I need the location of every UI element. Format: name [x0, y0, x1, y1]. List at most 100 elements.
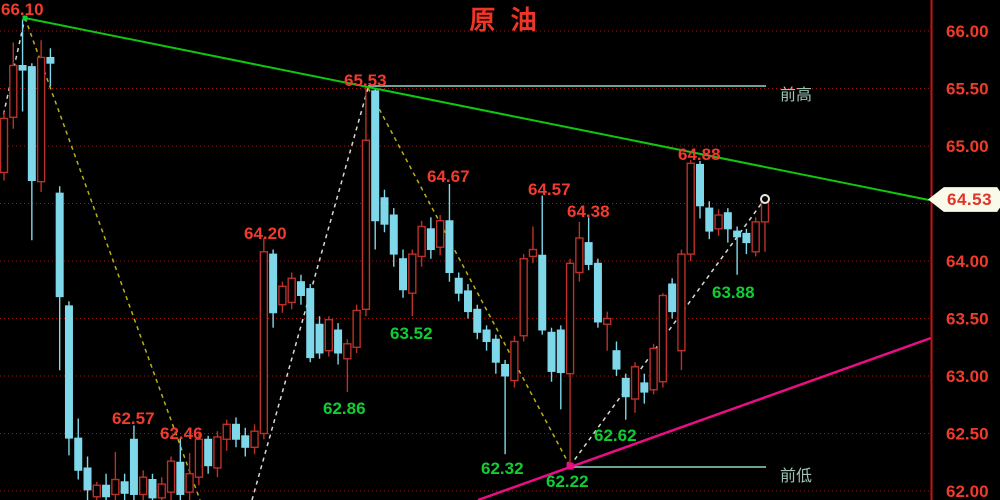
candle-body-up [714, 214, 723, 230]
chart-title: 原 油 [469, 5, 541, 35]
axis-tick-label: 62.50 [946, 425, 989, 444]
candle-body-down [547, 331, 556, 372]
candle-body-down [74, 437, 83, 471]
candle-body-down [454, 277, 463, 294]
pivot-label-low: 62.32 [481, 459, 524, 478]
candle-body-down [399, 258, 408, 291]
axis-tick-label: 66.00 [946, 22, 989, 41]
candle-body-down [27, 66, 36, 181]
candle-body-down [55, 192, 64, 298]
candle-body-down [380, 197, 389, 225]
candle-body-up [111, 478, 120, 496]
candle-body-up [519, 258, 528, 337]
pivot-label-high: 66.10 [1, 0, 44, 19]
pivot-label-low: 62.86 [323, 399, 366, 418]
candle-body-up [157, 483, 166, 499]
candle-body-down [640, 382, 649, 393]
candle-body-down [204, 438, 213, 467]
candle-body-down [621, 377, 630, 398]
candle-body-down [556, 329, 565, 374]
candle-body-up [417, 225, 426, 258]
candle-body-up [324, 318, 333, 352]
candle-body-down [102, 484, 111, 498]
candle-body-up [166, 460, 176, 493]
candle-body-up [408, 253, 417, 294]
candle-body-up [630, 366, 640, 400]
candle-body-down [491, 338, 500, 363]
candle-body-down [371, 90, 380, 222]
pivot-label-low: 63.52 [390, 324, 433, 343]
candle-body-down [296, 281, 305, 297]
candle-body-up [250, 430, 259, 449]
pivot-label-high: 64.57 [528, 180, 571, 199]
candle-body-up [185, 473, 194, 493]
candle-body-down [241, 435, 250, 448]
candle-body-up [278, 285, 287, 306]
candle-body-down [176, 461, 185, 495]
candle-body-down [64, 305, 73, 439]
current-price-tag: 64.53 [928, 187, 1000, 212]
candle-body-down [538, 254, 547, 331]
candle-body-up [603, 317, 612, 325]
candle-body-down [733, 230, 742, 238]
candle-body-down [269, 253, 278, 314]
candle-body-up [751, 221, 760, 253]
pivot-label-high: 64.88 [678, 145, 721, 164]
trendline-anchor-marker [566, 462, 574, 470]
candle-body-down [482, 329, 491, 342]
pivot-label-high: 64.20 [244, 224, 287, 243]
candle-body-up [649, 347, 658, 391]
candle-body-down [334, 329, 343, 354]
candle-body-down [18, 65, 27, 71]
candle-body-down [445, 220, 454, 273]
candle-body-up [575, 237, 584, 274]
axis-tick-label: 65.00 [946, 137, 989, 156]
zigzag-up-to-64.53 [569, 199, 765, 467]
candle-body-down [593, 262, 602, 323]
current-price-value: 64.53 [947, 190, 993, 209]
pivot-label-high: 64.67 [427, 167, 470, 186]
candle-body-down [473, 308, 482, 333]
candle-body-up [352, 309, 361, 348]
peak-marker [22, 15, 28, 21]
pivot-label-high: 62.46 [160, 424, 203, 443]
pivot-label-low: 62.62 [594, 426, 637, 445]
pivot-label-high: 65.53 [344, 71, 387, 90]
candle-body-up [565, 262, 575, 375]
pivot-label-high: 62.57 [112, 409, 155, 428]
candle-body-down [306, 288, 315, 359]
candle-body-down [315, 323, 324, 354]
current-high-marker [760, 194, 770, 204]
candle-body-down [232, 423, 240, 440]
candle-body-up [287, 277, 296, 304]
candle-body-up [528, 248, 538, 258]
candle-body-down [501, 364, 510, 377]
candle-body-up [343, 343, 352, 360]
candle-body-up [9, 64, 18, 118]
candle-body-up [435, 220, 445, 248]
candle-body-up [677, 253, 686, 352]
candle-body-down [705, 207, 714, 232]
candle-body-down [120, 481, 129, 494]
candle-body-down [426, 228, 435, 251]
candle-body-up [36, 56, 46, 183]
candle-body-down [742, 232, 751, 244]
candle-body-down [129, 438, 138, 495]
candle-body-up [361, 139, 371, 311]
candle-body-up [92, 484, 102, 498]
pivot-label-low: 63.88 [712, 283, 755, 302]
candle-body-down [584, 242, 593, 265]
candle-body-up [686, 162, 695, 255]
zigzag-down-from-66.10 [24, 17, 201, 500]
candle-body-down [696, 163, 704, 207]
candle-body-down [389, 214, 398, 255]
candle-body-down [46, 56, 55, 64]
candle-body-up [222, 423, 231, 440]
candle-body-up [510, 340, 519, 382]
ascending-support-trendline[interactable] [477, 336, 932, 500]
pivot-label-low: 62.22 [546, 472, 589, 491]
descending-resistance-trendline[interactable] [24, 17, 930, 201]
axis-tick-label: 65.50 [946, 80, 989, 99]
